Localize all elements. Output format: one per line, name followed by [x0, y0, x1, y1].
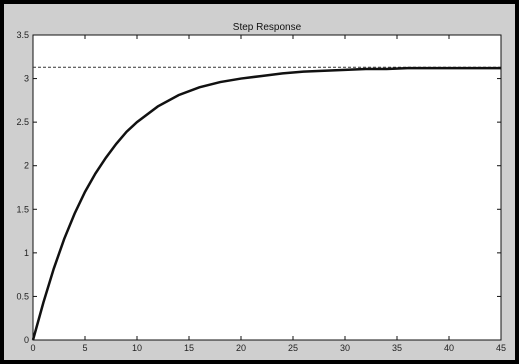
y-tick-label: 1.5	[16, 204, 29, 214]
y-tick-label: 0.5	[16, 291, 29, 301]
x-tick-label: 5	[82, 343, 87, 353]
y-tick-label: 0	[24, 335, 29, 345]
y-axis-ticks: 0 0.5 1 1.5 2 2.5 3 3.5	[16, 30, 501, 345]
x-axis-ticks: 0 5 10 15 20 25 30 35 40 45	[30, 35, 506, 353]
x-tick-label: 15	[184, 343, 194, 353]
y-tick-label: 2.5	[16, 117, 29, 127]
plot-area	[32, 34, 502, 341]
x-tick-label: 30	[340, 343, 350, 353]
x-tick-label: 25	[288, 343, 298, 353]
x-tick-label: 10	[132, 343, 142, 353]
y-tick-label: 3.5	[16, 30, 29, 40]
x-tick-label: 20	[236, 343, 246, 353]
y-tick-label: 2	[24, 161, 29, 171]
x-tick-label: 45	[496, 343, 506, 353]
y-tick-label: 1	[24, 248, 29, 258]
y-tick-label: 3	[24, 74, 29, 84]
x-tick-label: 35	[392, 343, 402, 353]
x-tick-label: 0	[30, 343, 35, 353]
x-tick-label: 40	[444, 343, 454, 353]
step-response-line	[31, 66, 501, 341]
chart-title: Step Response	[233, 22, 302, 33]
